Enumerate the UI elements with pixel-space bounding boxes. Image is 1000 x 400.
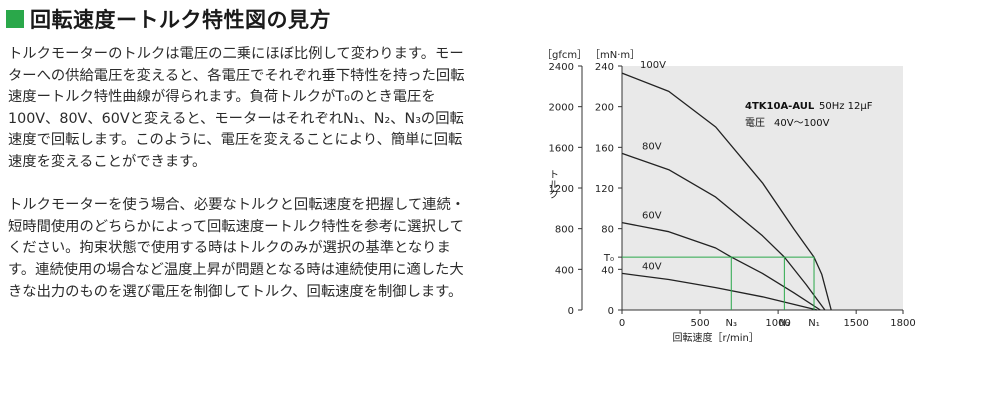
- t0-label: T₀: [603, 253, 614, 264]
- n-label: N₃: [726, 318, 738, 329]
- x-tick-label: 500: [691, 318, 710, 329]
- y-tick-label-mnm: 120: [595, 184, 614, 195]
- y-tick-label-mnm: 200: [595, 103, 614, 114]
- n-label: N₂: [779, 318, 791, 329]
- y-tick-label-mnm: 40: [601, 265, 614, 276]
- y-tick-label-gfcm: 800: [555, 225, 574, 236]
- x-tick-label: 1000: [765, 318, 790, 329]
- y-unit-gfcm: ［gfcm］: [542, 49, 587, 61]
- series-label: 40V: [642, 261, 662, 272]
- model-spec: 50Hz 12μF: [819, 101, 873, 112]
- n-label: N₁: [808, 318, 820, 329]
- series-label: 100V: [640, 60, 666, 71]
- series-line: [621, 272, 818, 311]
- voltage-range: 40V〜100V: [774, 118, 830, 129]
- series-label: 60V: [642, 211, 662, 222]
- page-title: 回転速度ートルク特性図の見方: [30, 8, 331, 32]
- y-tick-label-gfcm: 400: [555, 265, 574, 276]
- y-tick-label-gfcm: 1600: [549, 143, 574, 154]
- title-square-icon: [6, 10, 24, 28]
- body-text: トルクモーターのトルクは電圧の二乗にほぼ比例して変わります。モーターへの供給電圧…: [8, 44, 473, 303]
- series-label: 80V: [642, 141, 662, 152]
- voltage-label: 電圧: [745, 117, 765, 129]
- model-label: 4TK10A-AUL: [745, 101, 815, 112]
- y-tick-label-gfcm: 2400: [549, 62, 574, 73]
- paragraph-2: トルクモーターを使う場合、必要なトルクと回転速度を把握して連続・短時間使用のどち…: [8, 197, 466, 300]
- title-bar: 回転速度ートルク特性図の見方: [6, 6, 331, 32]
- y-tick-label-gfcm: 0: [568, 306, 574, 317]
- speed-torque-chart: 0 0 40 400 80 800 120 1200 160 1600 200 2000 240 2400…: [540, 44, 980, 364]
- plot-area: [622, 66, 903, 310]
- y-tick-label-mnm: 80: [601, 225, 614, 236]
- series-line: [621, 152, 826, 311]
- x-tick-label: 1500: [843, 318, 868, 329]
- x-tick-label: 0: [619, 318, 625, 329]
- y-tick-label-mnm: 240: [595, 62, 614, 73]
- x-tick-label: 1800: [890, 318, 915, 329]
- paragraph-1: トルクモーターのトルクは電圧の二乗にほぼ比例して変わります。モーターへの供給電圧…: [8, 46, 465, 170]
- y-axis-label: トルク: [547, 169, 559, 199]
- y-tick-label-mnm: 0: [608, 306, 614, 317]
- y-tick-label-mnm: 160: [595, 143, 614, 154]
- y-tick-label-gfcm: 2000: [549, 103, 574, 114]
- y-unit-mnm: ［mN·m］: [590, 49, 640, 61]
- x-axis-label: 回転速度［r/min］: [672, 331, 758, 344]
- y-tick-label-gfcm: 1200: [549, 184, 574, 195]
- chart-svg: 0040400808001201200160160020020002402400…: [542, 49, 916, 344]
- series-line: [621, 72, 832, 311]
